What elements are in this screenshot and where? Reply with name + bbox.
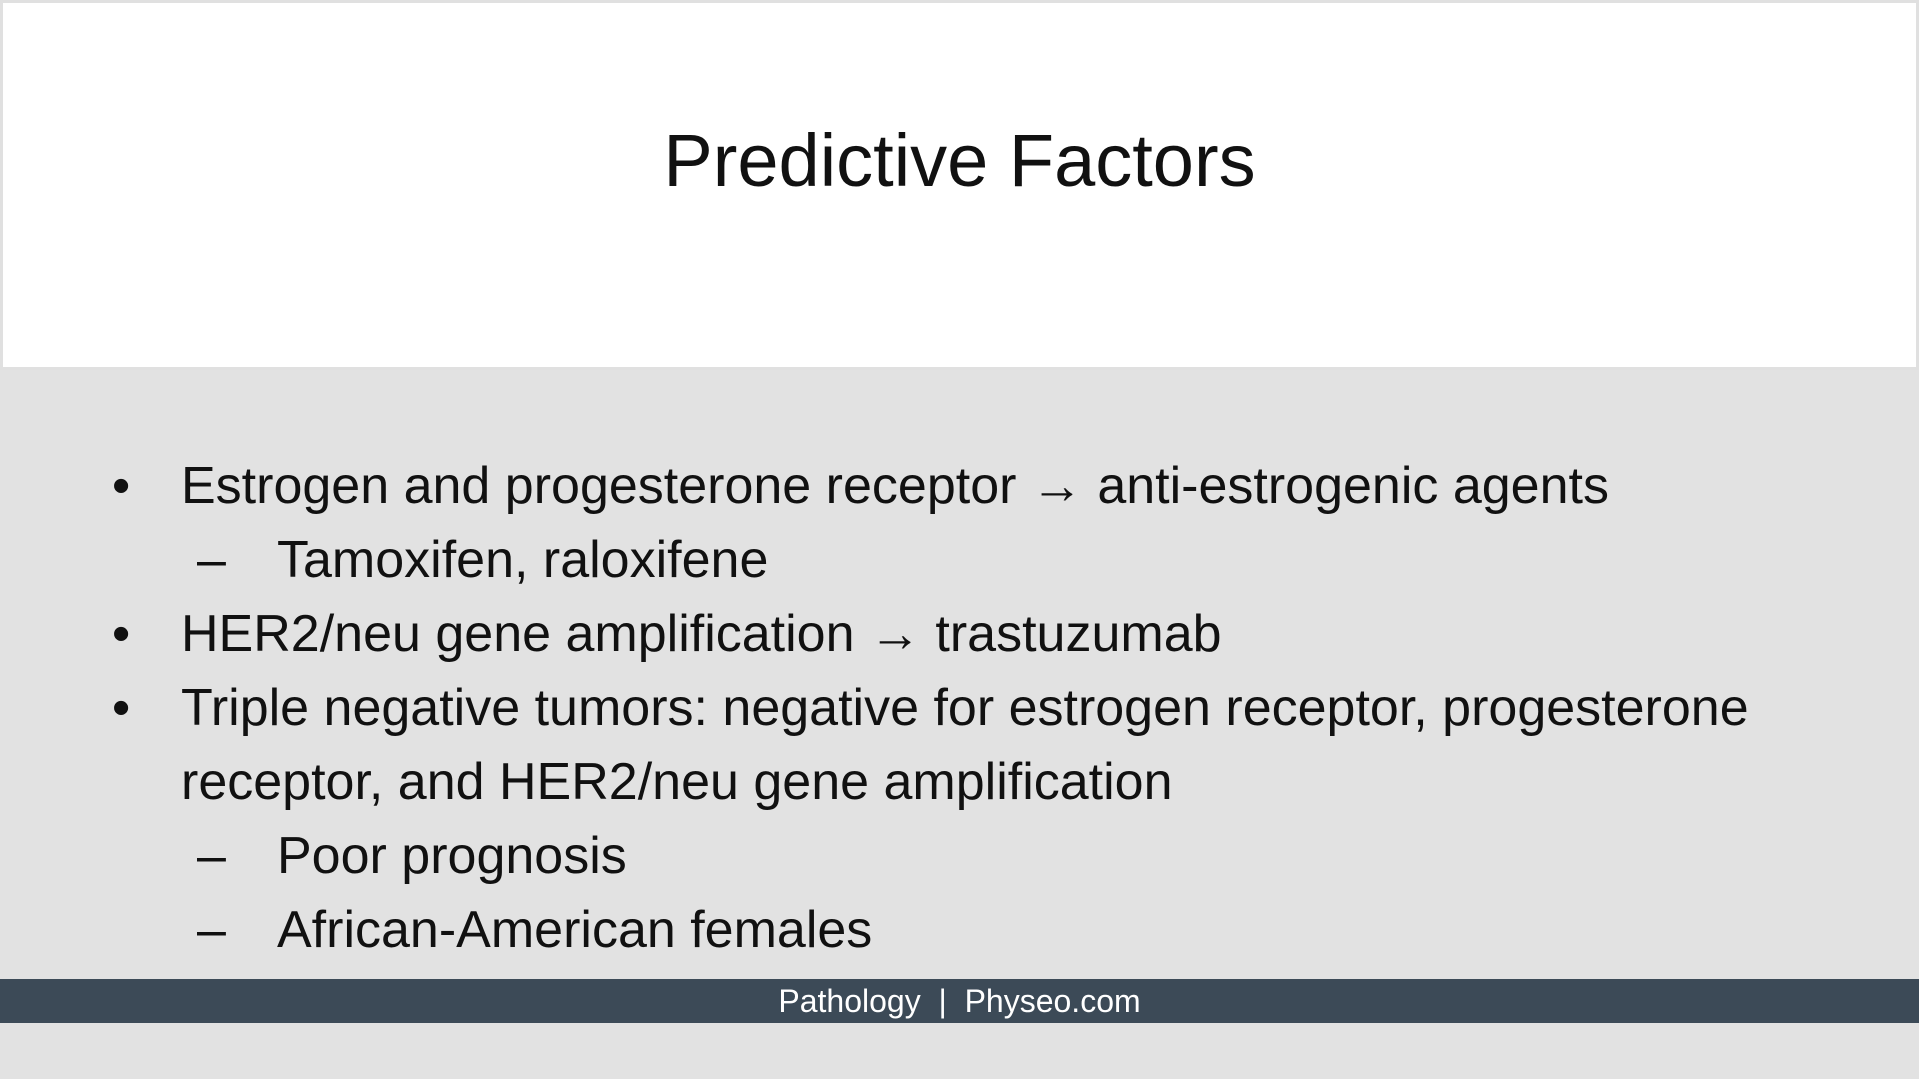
bullet-item: Estrogen and progesterone receptor → ant…	[181, 457, 1609, 515]
footer-bar: Pathology | Physeo.com	[0, 979, 1919, 1023]
bullet-marker: •	[112, 457, 131, 515]
sub-bullet-item: African-American females	[277, 901, 873, 959]
title-box: Predictive Factors	[0, 0, 1919, 370]
sub-bullet-item: Tamoxifen, raloxifene	[277, 531, 769, 589]
bullet-item: Triple negative tumors: negative for est…	[181, 679, 1749, 737]
bullet-marker: •	[112, 605, 131, 663]
sub-bullet-marker: –	[197, 827, 226, 885]
sub-bullet-item: Poor prognosis	[277, 827, 627, 885]
slide-title: Predictive Factors	[663, 119, 1256, 202]
bullet-item: HER2/neu gene amplification → trastuzuma…	[181, 605, 1222, 663]
bullet-item-continuation: receptor, and HER2/neu gene amplificatio…	[181, 753, 1173, 811]
bullet-marker: •	[112, 679, 131, 737]
sub-bullet-marker: –	[197, 531, 226, 589]
sub-bullet-marker: –	[197, 901, 226, 959]
